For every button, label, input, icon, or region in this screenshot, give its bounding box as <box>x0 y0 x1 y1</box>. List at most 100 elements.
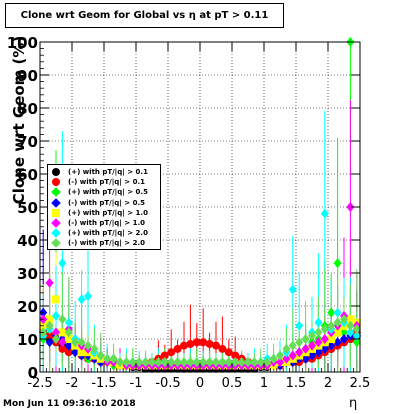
data-point <box>346 320 355 331</box>
legend-marker <box>51 187 61 198</box>
data-point <box>122 357 131 368</box>
data-point <box>327 307 336 318</box>
x-tick-label: -2 <box>66 376 79 391</box>
x-tick-label: -0.5 <box>155 376 180 391</box>
y-tick-label: 30 <box>17 265 38 283</box>
data-point <box>199 338 208 347</box>
y-tick-label: 0 <box>28 364 38 382</box>
data-point <box>333 317 342 328</box>
data-point <box>141 357 150 368</box>
data-point <box>295 337 304 348</box>
data-point <box>173 357 182 368</box>
data-point <box>52 295 60 304</box>
data-point <box>288 340 297 351</box>
data-point <box>212 341 220 350</box>
data-point <box>212 357 220 368</box>
data-point <box>205 339 214 348</box>
data-point <box>52 334 60 344</box>
data-point <box>295 347 304 358</box>
y-tick-label: 80 <box>17 100 38 118</box>
legend-label: (+) with pT/|q| > 2.0 <box>68 229 148 238</box>
data-point <box>148 357 156 368</box>
data-point <box>237 357 246 368</box>
legend: (+) with pT/|q| > 0.1 (-) with pT/|q| > 0… <box>47 164 161 250</box>
data-point <box>64 327 73 338</box>
data-point <box>327 340 336 351</box>
data-point <box>45 331 54 340</box>
legend-item: (-) with pT/|q| > 1.0 <box>48 218 160 228</box>
legend-item: (+) with pT/|q| > 1.0 <box>48 208 160 218</box>
data-point <box>160 351 169 360</box>
x-tick-label: -1 <box>130 376 143 391</box>
legend-marker <box>51 218 61 228</box>
data-point <box>58 258 67 269</box>
data-point <box>301 334 310 344</box>
data-point <box>218 344 227 353</box>
data-point <box>103 353 112 364</box>
data-point <box>84 291 92 302</box>
data-point <box>180 357 188 368</box>
legend-item: (-) with pT/|q| > 2.0 <box>48 238 160 249</box>
data-point <box>314 327 323 338</box>
x-tick-label: 1 <box>260 376 268 391</box>
data-point <box>250 357 259 368</box>
legend-marker <box>51 197 61 208</box>
legend-item: (-) with pT/|q| > 0.1 <box>48 177 160 187</box>
data-point <box>231 351 240 360</box>
legend-marker <box>52 168 60 176</box>
legend-label: (+) with pT/|q| > 0.5 <box>68 188 148 197</box>
data-point <box>327 335 336 343</box>
data-point <box>320 208 329 219</box>
data-point <box>333 307 342 318</box>
data-point <box>224 357 233 368</box>
data-point <box>90 343 99 354</box>
data-point <box>58 344 67 353</box>
data-point <box>288 284 297 295</box>
legend-label: (+) with pT/|q| > 0.1 <box>68 168 148 176</box>
legend-marker <box>51 238 61 249</box>
data-point <box>180 341 188 350</box>
data-point <box>327 320 336 331</box>
data-point <box>352 330 361 341</box>
data-point <box>282 343 291 354</box>
data-point <box>64 317 73 328</box>
y-tick-label: 100 <box>7 34 38 52</box>
data-point <box>45 277 54 288</box>
x-tick-label: 1.5 <box>286 376 307 391</box>
data-point <box>71 337 80 348</box>
data-point <box>45 337 54 348</box>
data-point <box>352 324 361 335</box>
data-point <box>346 202 355 212</box>
data-point <box>333 258 342 269</box>
legend-item: (+) with pT/|q| > 0.1 <box>48 167 160 177</box>
data-point <box>314 317 323 328</box>
data-point <box>45 320 54 331</box>
y-tick-label: 40 <box>17 232 38 250</box>
data-point <box>52 310 60 321</box>
x-axis-label: η <box>349 396 358 411</box>
data-points <box>39 37 361 373</box>
data-point <box>64 340 73 351</box>
legend-label: (-) with pT/|q| > 1.0 <box>68 219 145 227</box>
data-point <box>192 338 201 347</box>
data-point <box>58 314 67 325</box>
data-point <box>308 330 316 341</box>
data-point <box>154 357 163 368</box>
data-point <box>276 357 284 368</box>
data-point <box>320 324 329 335</box>
y-tick-label: 20 <box>17 298 38 316</box>
legend-item: (-) with pT/|q| > 0.5 <box>48 197 160 208</box>
data-point <box>45 315 54 324</box>
data-point <box>276 350 284 361</box>
data-point <box>96 350 105 361</box>
data-point <box>109 353 118 364</box>
data-point <box>84 340 92 351</box>
data-point <box>218 357 227 368</box>
data-point <box>71 347 80 358</box>
data-point <box>346 315 355 324</box>
x-tick-label: -2.5 <box>27 376 52 391</box>
data-point <box>186 339 195 348</box>
y-tick-label: 70 <box>17 133 38 151</box>
data-point <box>288 350 297 361</box>
data-point <box>58 337 67 348</box>
